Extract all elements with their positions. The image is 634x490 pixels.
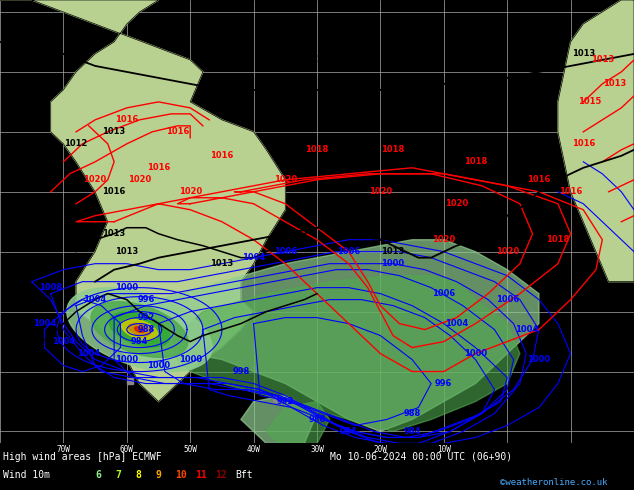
Text: 11: 11	[195, 470, 207, 480]
Text: 1018: 1018	[464, 157, 487, 166]
Text: 1020: 1020	[274, 175, 297, 184]
Text: ©weatheronline.co.uk: ©weatheronline.co.uk	[500, 478, 607, 487]
Text: 1000: 1000	[464, 349, 487, 358]
Text: 1013: 1013	[115, 247, 138, 256]
Text: 988: 988	[137, 325, 155, 334]
Text: 1016: 1016	[527, 175, 550, 184]
Text: 1013: 1013	[464, 25, 487, 34]
Text: 1000: 1000	[382, 259, 404, 268]
Text: 1020: 1020	[84, 175, 107, 184]
Text: 1004: 1004	[445, 319, 468, 328]
Polygon shape	[108, 240, 539, 432]
Text: 992: 992	[137, 313, 155, 322]
Text: 1000: 1000	[179, 355, 202, 364]
Text: 1013: 1013	[591, 55, 614, 64]
Text: 1013: 1013	[572, 49, 595, 58]
Text: 988: 988	[308, 415, 326, 424]
Text: 1013: 1013	[210, 20, 233, 28]
Text: 12: 12	[215, 470, 227, 480]
Text: 1012: 1012	[65, 139, 87, 148]
Text: 1004: 1004	[52, 337, 75, 346]
Text: 1020: 1020	[179, 187, 202, 196]
Text: 1000: 1000	[115, 283, 138, 292]
Text: 20W: 20W	[373, 445, 387, 454]
Text: 1016: 1016	[210, 151, 233, 160]
Text: Bft: Bft	[235, 470, 252, 480]
Polygon shape	[171, 276, 520, 432]
Text: 996: 996	[435, 379, 453, 388]
Text: 1006: 1006	[274, 247, 297, 256]
Text: 1013: 1013	[306, 55, 328, 64]
Text: 30W: 30W	[310, 445, 324, 454]
Text: 1016: 1016	[572, 139, 595, 148]
Text: 992: 992	[276, 397, 294, 406]
Text: 40W: 40W	[247, 445, 261, 454]
Text: 8: 8	[135, 470, 141, 480]
Text: 50W: 50W	[183, 445, 197, 454]
Text: 1018: 1018	[306, 146, 328, 154]
Text: 1013: 1013	[318, 223, 341, 232]
Text: 984: 984	[403, 427, 421, 436]
Text: 988: 988	[403, 409, 421, 418]
Text: 1013: 1013	[369, 235, 392, 244]
Text: 6: 6	[95, 470, 101, 480]
Text: 7: 7	[115, 470, 121, 480]
Text: 1006: 1006	[496, 295, 519, 304]
Text: 998: 998	[232, 367, 250, 376]
Text: 1004: 1004	[84, 295, 107, 304]
Text: 1013: 1013	[382, 247, 404, 256]
Text: 1000: 1000	[527, 355, 550, 364]
Polygon shape	[91, 302, 188, 357]
Text: 1004: 1004	[515, 325, 538, 334]
Polygon shape	[134, 327, 145, 332]
Text: 60W: 60W	[120, 445, 134, 454]
Text: 1020: 1020	[128, 175, 151, 184]
Text: 9: 9	[155, 470, 161, 480]
Text: 1004: 1004	[33, 319, 56, 328]
Text: 984: 984	[340, 427, 358, 436]
Polygon shape	[109, 312, 170, 347]
Polygon shape	[558, 0, 634, 282]
Text: 1015: 1015	[578, 98, 601, 106]
Text: 1016: 1016	[115, 115, 138, 124]
Text: 1004: 1004	[77, 349, 100, 358]
Text: 984: 984	[131, 337, 148, 346]
Text: 1020: 1020	[496, 247, 519, 256]
Text: 10: 10	[175, 470, 187, 480]
Polygon shape	[67, 288, 212, 371]
Text: 1016: 1016	[166, 127, 189, 136]
Text: 1013: 1013	[1, 31, 24, 41]
Text: Mo 10-06-2024 00:00 UTC (06+90): Mo 10-06-2024 00:00 UTC (06+90)	[330, 452, 512, 462]
Text: 1000: 1000	[115, 355, 138, 364]
Text: 1004: 1004	[242, 253, 265, 262]
Text: 1008: 1008	[39, 283, 62, 292]
Text: 996: 996	[137, 295, 155, 304]
Text: 1018: 1018	[382, 146, 404, 154]
Text: 1013: 1013	[210, 259, 233, 268]
Text: 10W: 10W	[437, 445, 451, 454]
Text: 1013: 1013	[103, 127, 126, 136]
Polygon shape	[129, 323, 150, 336]
Text: 1018: 1018	[547, 235, 569, 244]
Text: 1020: 1020	[445, 199, 468, 208]
Polygon shape	[0, 0, 285, 401]
Text: 1013: 1013	[103, 229, 126, 238]
Polygon shape	[121, 319, 158, 340]
Text: Wind 10m: Wind 10m	[3, 470, 50, 480]
Text: 1020: 1020	[432, 235, 455, 244]
Text: 1006: 1006	[337, 247, 360, 256]
Text: 1016: 1016	[559, 187, 582, 196]
Text: 1006: 1006	[432, 289, 455, 298]
Text: 1016: 1016	[147, 163, 170, 172]
Polygon shape	[241, 395, 317, 443]
Text: High wind areas [hPa] ECMWF: High wind areas [hPa] ECMWF	[3, 452, 162, 462]
Polygon shape	[266, 401, 330, 449]
Text: 1000: 1000	[147, 361, 170, 370]
Text: 70W: 70W	[56, 445, 70, 454]
Polygon shape	[273, 395, 279, 401]
Polygon shape	[127, 377, 133, 384]
Text: 1020: 1020	[369, 187, 392, 196]
Text: 1016: 1016	[103, 187, 126, 196]
Text: 1013: 1013	[604, 79, 626, 88]
